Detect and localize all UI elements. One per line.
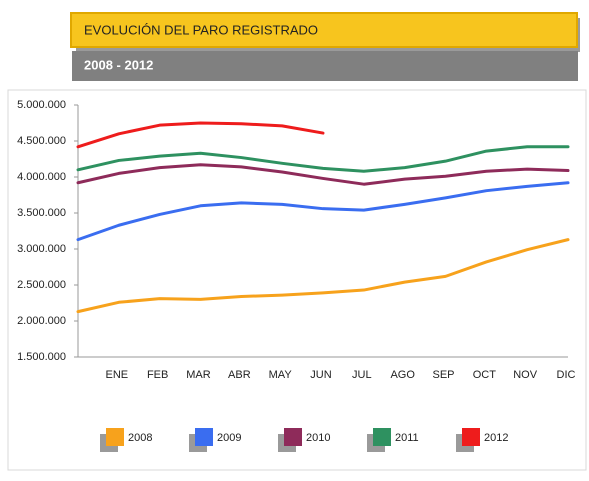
x-tick-label: FEB (147, 369, 168, 381)
series-line (76, 163, 570, 186)
chart-title: EVOLUCIÓN DEL PARO REGISTRADO (84, 22, 318, 37)
series-line (76, 145, 570, 173)
y-tick-label: 2.000.000 (17, 315, 66, 327)
x-tick-label: DIC (557, 369, 576, 381)
x-tick-label: MAR (186, 369, 211, 381)
legend-swatch (195, 428, 213, 446)
y-tick-label: 4.000.000 (17, 171, 66, 183)
x-tick-label: MAY (269, 369, 293, 381)
legend-swatch (462, 428, 480, 446)
legend-label: 2012 (484, 432, 508, 444)
x-tick-label: JUL (352, 369, 372, 381)
subtitle-box (72, 51, 578, 81)
y-tick-label: 3.000.000 (17, 243, 66, 255)
title-box (70, 12, 578, 48)
y-tick-label: 1.500.000 (17, 351, 66, 363)
series-line (76, 121, 325, 149)
chart-frame (7, 89, 587, 471)
y-tick-label: 5.000.000 (17, 99, 66, 111)
y-tick-label: 2.500.000 (17, 279, 66, 291)
legend-swatch (284, 428, 302, 446)
x-tick-label: SEP (432, 369, 454, 381)
legend-label: 2010 (306, 432, 330, 444)
legend-swatch (373, 428, 391, 446)
series-line (76, 181, 570, 242)
y-tick-label: 4.500.000 (17, 135, 66, 147)
x-tick-label: OCT (473, 369, 497, 381)
y-tick-label: 3.500.000 (17, 207, 66, 219)
series-line (76, 238, 570, 314)
x-tick-label: AGO (390, 369, 415, 381)
legend-label: 2009 (217, 432, 241, 444)
legend-swatch (106, 428, 124, 446)
legend-label: 2008 (128, 432, 152, 444)
chart-subtitle: 2008 - 2012 (84, 57, 153, 72)
x-tick-label: ABR (228, 369, 251, 381)
x-tick-label: NOV (513, 369, 538, 381)
legend-label: 2011 (395, 432, 419, 444)
x-tick-label: ENE (106, 369, 129, 381)
x-tick-label: JUN (310, 369, 331, 381)
